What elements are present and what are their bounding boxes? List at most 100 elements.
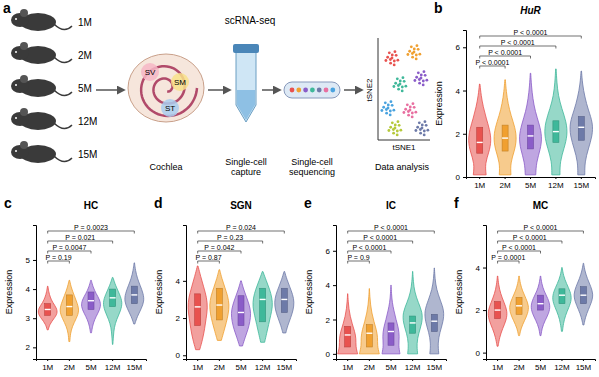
age-label: 12M bbox=[78, 116, 97, 127]
violin-box bbox=[410, 316, 416, 333]
x-tick-label: 12M bbox=[405, 363, 421, 372]
sequencer-dot bbox=[290, 88, 295, 93]
y-tick-mark bbox=[33, 347, 36, 348]
violin bbox=[253, 272, 272, 343]
violin-box bbox=[281, 288, 287, 312]
x-tick-label: 1M bbox=[192, 363, 203, 372]
violin bbox=[359, 289, 379, 354]
comparison-bracket bbox=[348, 241, 413, 244]
y-tick: 6 bbox=[326, 247, 336, 256]
violin-median bbox=[345, 334, 351, 335]
y-tick: 2 bbox=[456, 130, 466, 139]
comparison-label: P < 0.0001 bbox=[488, 49, 522, 56]
x-axis-line bbox=[487, 360, 596, 362]
x-tick-label: 5M bbox=[385, 363, 396, 372]
mouse-tail bbox=[54, 90, 72, 96]
tsne-dot bbox=[387, 129, 390, 132]
x-tick-label: 5M bbox=[535, 363, 546, 372]
cochlea-label: SM bbox=[174, 78, 186, 87]
y-tick: 0 bbox=[176, 351, 186, 360]
y-tick: 5 bbox=[26, 256, 36, 265]
tsne-dot bbox=[402, 76, 405, 79]
tsne-dot bbox=[396, 59, 399, 62]
comparison-label: P = 0.0047 bbox=[52, 244, 86, 251]
y-tick-mark bbox=[483, 353, 486, 354]
cochlea-label: SV bbox=[145, 68, 156, 77]
tsne-dot bbox=[392, 128, 395, 131]
tsne-dot bbox=[418, 121, 421, 124]
comparison-bracket bbox=[498, 251, 541, 254]
sequencer-dot bbox=[324, 88, 329, 93]
y-axis-title: Expression bbox=[454, 270, 464, 315]
violin-box bbox=[88, 292, 94, 309]
mouse bbox=[11, 9, 72, 31]
y-tick-label: 2 bbox=[176, 314, 181, 323]
comparison-bracket bbox=[480, 46, 556, 49]
tsne-dot bbox=[385, 108, 388, 111]
x-tick: 5M bbox=[235, 359, 246, 372]
violin-median bbox=[45, 309, 51, 310]
violin-box bbox=[195, 294, 201, 326]
y-tick: 4 bbox=[476, 264, 486, 273]
comparison-label: P = 0.021 bbox=[65, 234, 95, 241]
tsne-dot bbox=[387, 104, 390, 107]
violin bbox=[103, 277, 121, 344]
violin bbox=[231, 281, 250, 346]
comparison-bracket bbox=[480, 56, 531, 59]
y-tick: 2 bbox=[326, 316, 336, 325]
y-tick-mark bbox=[483, 310, 486, 311]
x-tick-mark bbox=[530, 177, 531, 179]
step-label-line: Single-cell bbox=[225, 157, 267, 167]
violin-box bbox=[131, 286, 137, 303]
tsne-dot bbox=[390, 100, 393, 103]
tsne-dot bbox=[411, 56, 414, 59]
age-label: 1M bbox=[78, 17, 92, 28]
x-tick-label: 12M bbox=[548, 181, 564, 190]
violin-box bbox=[580, 287, 586, 304]
cochlea-spiral bbox=[141, 66, 197, 116]
tsne-dot bbox=[417, 48, 420, 51]
tsne-dot bbox=[397, 120, 400, 123]
y-tick-label: 2 bbox=[456, 130, 461, 139]
violin bbox=[570, 71, 592, 175]
x-axis: 1M2M5M12M15M bbox=[467, 177, 596, 190]
sequencer-dot bbox=[330, 88, 335, 93]
tsne-dot bbox=[411, 112, 414, 115]
y-tick: 0 bbox=[326, 350, 336, 359]
plot-area bbox=[469, 69, 593, 175]
y-axis: 2345 bbox=[26, 226, 37, 360]
x-tick-label: 2M bbox=[500, 181, 511, 190]
y-tick-mark bbox=[183, 281, 186, 282]
mouse-eye bbox=[15, 51, 17, 53]
x-tick: 12M bbox=[548, 177, 564, 190]
x-tick: 12M bbox=[255, 359, 271, 372]
comparison-label: P = 0.0001 bbox=[491, 254, 525, 261]
sequencer-dot bbox=[310, 88, 315, 93]
mouse-eye bbox=[15, 117, 17, 119]
violin-box bbox=[431, 314, 437, 331]
x-tick: 5M bbox=[385, 359, 396, 372]
tsne-dot bbox=[401, 90, 404, 93]
y-tick-mark bbox=[183, 318, 186, 319]
x-tick-mark bbox=[241, 359, 242, 361]
arrow bbox=[96, 89, 124, 91]
violin bbox=[38, 286, 57, 330]
y-tick-label: 4 bbox=[326, 281, 331, 290]
panel-letter: b bbox=[434, 0, 443, 16]
mouse bbox=[11, 141, 72, 163]
y-tick-mark bbox=[463, 177, 466, 178]
x-tick: 1M bbox=[492, 359, 503, 372]
violin-median bbox=[495, 309, 501, 310]
violin-median bbox=[431, 321, 437, 322]
tsne-dot bbox=[389, 114, 392, 117]
chart-title: HC bbox=[84, 200, 98, 211]
x-tick-label: 2M bbox=[364, 363, 375, 372]
violin-box bbox=[553, 121, 559, 143]
violin-box bbox=[238, 296, 244, 326]
x-tick: 15M bbox=[427, 359, 443, 372]
comparison-label: P < 0.0001 bbox=[374, 224, 408, 231]
tsne-dot bbox=[389, 126, 392, 129]
y-tick-mark bbox=[333, 354, 336, 355]
step-label-line: sequencing bbox=[289, 167, 335, 177]
comparison-label: P = 0.87 bbox=[195, 254, 221, 261]
